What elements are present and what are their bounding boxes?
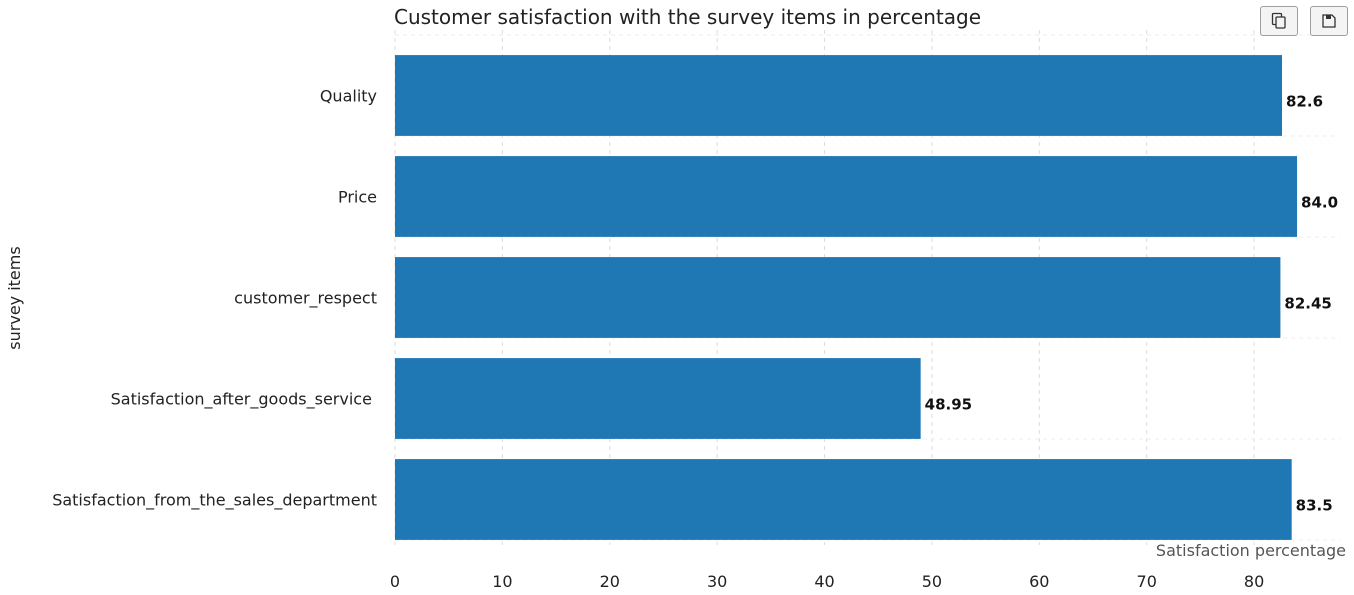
save-button[interactable] [1310,6,1348,36]
y-axis-label: survey items [5,246,24,349]
copy-icon [1271,12,1286,29]
bar-value-label: 83.5 [1296,497,1333,515]
x-tick-label: 0 [390,572,400,591]
y-tick-labels: Quality Price customer_respect Satisfaction… [52,87,377,511]
x-tick-label: 70 [1137,572,1157,591]
bar-value-label: 82.6 [1286,93,1323,111]
copy-button[interactable] [1260,6,1298,36]
bars [395,55,1298,540]
bar [395,257,1281,338]
bar [395,55,1283,136]
bar [395,459,1292,540]
x-tick-label: 10 [492,572,512,591]
x-tick-label: 60 [1029,572,1049,591]
x-tick-label: 20 [600,572,620,591]
bar [395,156,1298,237]
floppy-disk-icon [1322,14,1336,28]
value-labels: 82.6 84.0 82.45 48.95 83.5 [925,93,1338,515]
x-tick-label: 30 [707,572,727,591]
chart-title: Customer satisfaction with the survey it… [394,5,981,29]
bar-value-label: 82.45 [1284,295,1331,313]
y-tick-label: Satisfaction_from_the_sales_department [52,491,377,511]
x-tick-labels: 0 10 20 30 40 50 60 70 80 [390,572,1264,591]
y-tick-label: Quality [320,87,377,106]
x-tick-label: 80 [1244,572,1264,591]
x-tick-label: 50 [922,572,942,591]
x-tick-label: 40 [814,572,834,591]
y-tick-label: customer_respect [234,289,377,309]
x-axis-label: Satisfaction percentage [1156,541,1346,560]
bar [395,358,921,439]
bar-value-label: 48.95 [925,396,972,414]
bar-value-label: 84.0 [1301,194,1338,212]
y-tick-label: Satisfaction_after_goods_service [111,390,377,410]
y-tick-label: Price [338,188,377,207]
